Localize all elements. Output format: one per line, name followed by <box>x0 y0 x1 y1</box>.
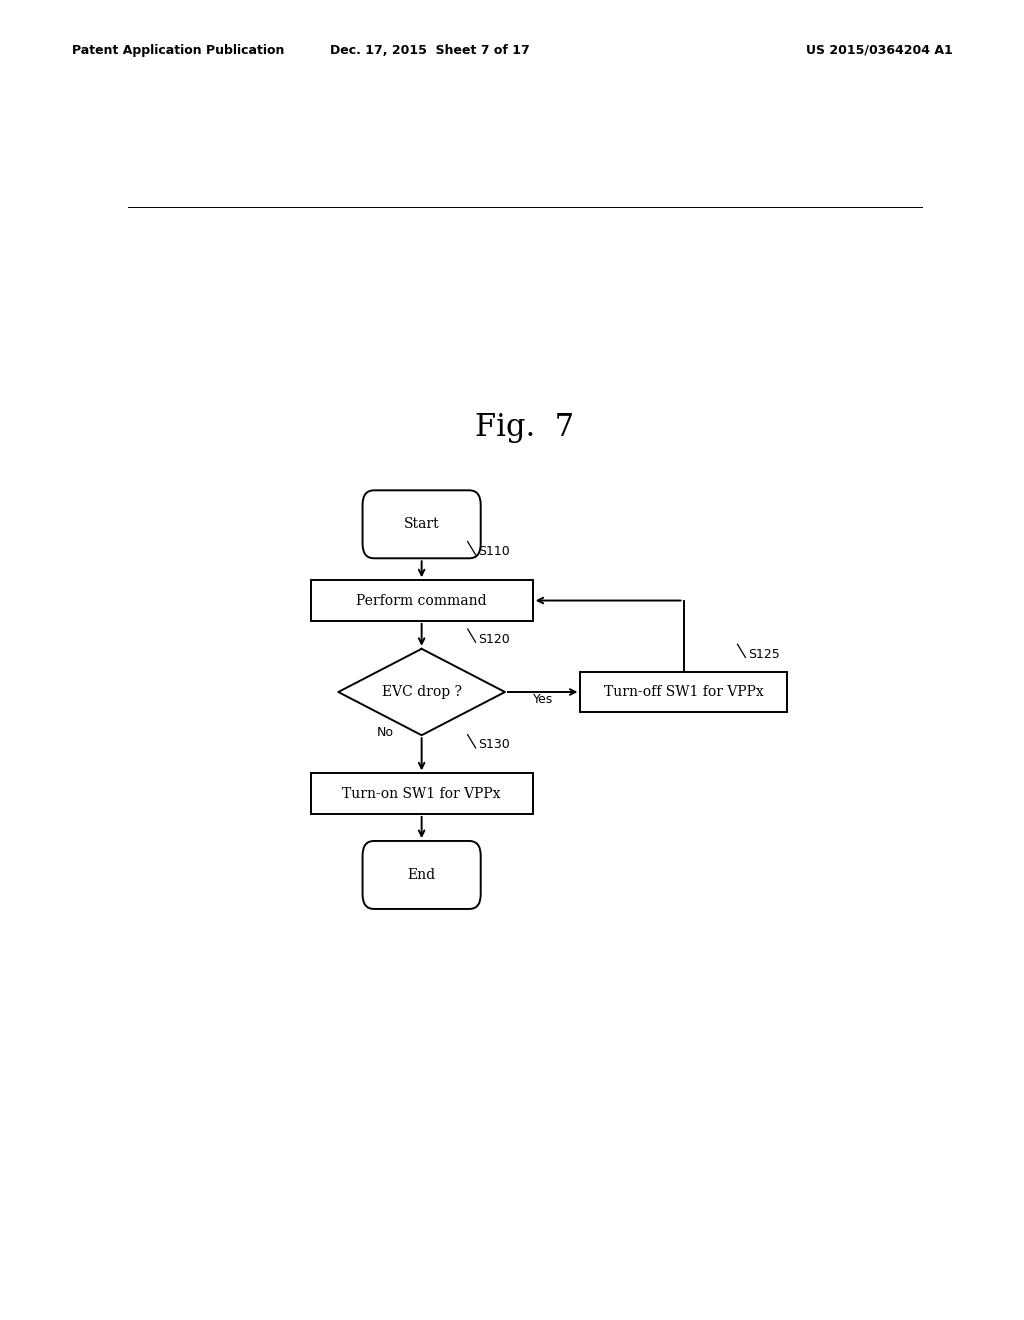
Text: Dec. 17, 2015  Sheet 7 of 17: Dec. 17, 2015 Sheet 7 of 17 <box>330 44 530 57</box>
Text: S120: S120 <box>478 632 510 645</box>
Text: Perform command: Perform command <box>356 594 487 607</box>
Text: S125: S125 <box>748 648 779 661</box>
Text: S110: S110 <box>478 545 510 558</box>
Bar <box>581 672 786 713</box>
Text: Start: Start <box>403 517 439 532</box>
Bar <box>310 774 532 814</box>
Text: Turn-on SW1 for VPPx: Turn-on SW1 for VPPx <box>342 787 501 801</box>
Text: Turn-off SW1 for VPPx: Turn-off SW1 for VPPx <box>603 685 764 700</box>
FancyBboxPatch shape <box>362 841 480 909</box>
Text: Fig.  7: Fig. 7 <box>475 412 574 444</box>
Text: S130: S130 <box>478 738 510 751</box>
Text: US 2015/0364204 A1: US 2015/0364204 A1 <box>806 44 952 57</box>
Text: Yes: Yes <box>532 693 553 706</box>
Text: End: End <box>408 869 435 882</box>
Text: No: No <box>377 726 393 739</box>
FancyBboxPatch shape <box>362 490 480 558</box>
Text: EVC drop ?: EVC drop ? <box>382 685 462 700</box>
Bar <box>310 581 532 620</box>
Text: Patent Application Publication: Patent Application Publication <box>72 44 284 57</box>
